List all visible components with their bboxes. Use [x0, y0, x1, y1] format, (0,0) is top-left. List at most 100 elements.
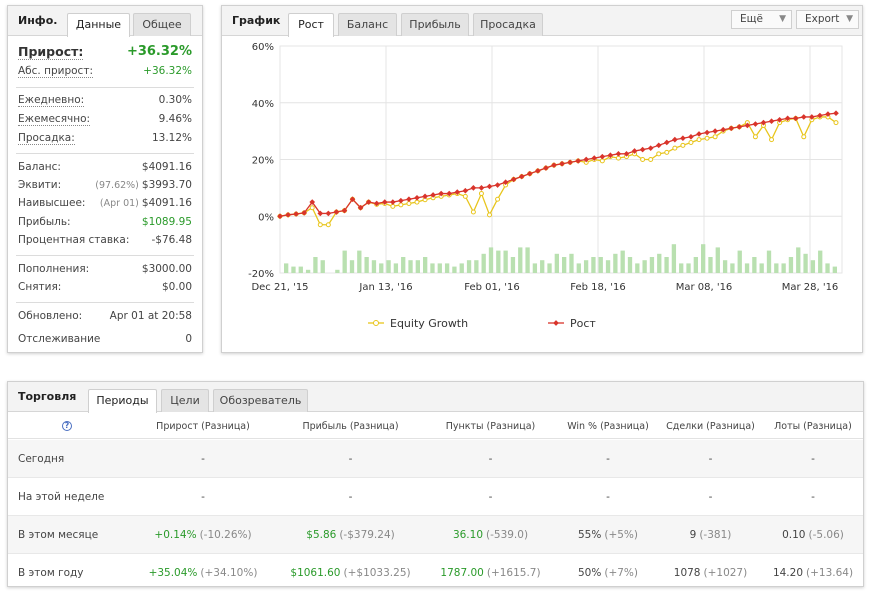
table-cell: 14.20 (+13.64) — [763, 567, 863, 579]
growth-point — [430, 192, 436, 198]
table-row: На этой неделе - - - - - - — [8, 478, 863, 516]
volume-bar — [503, 250, 508, 273]
equity-point — [664, 149, 670, 155]
table-row: В этом году +35.04% (+34.10%) $1061.60 (+$10… — [8, 554, 863, 591]
tab-data[interactable]: Данные — [67, 13, 130, 37]
table-cell: - — [278, 491, 423, 503]
growth-point — [736, 124, 743, 130]
cell-value: - — [606, 491, 610, 503]
volume-bar — [730, 263, 735, 273]
volume-bar — [627, 257, 633, 273]
growth-point — [607, 152, 614, 159]
table-cell: 50% (+7%) — [558, 567, 658, 579]
table-cell: 0.10 (-5.06) — [763, 529, 863, 541]
row-label: Сегодня — [18, 453, 65, 465]
volume-bar — [554, 253, 559, 273]
cell-diff: (+1027) — [703, 567, 748, 579]
info-title: Инфо. — [18, 14, 58, 27]
col-trades[interactable]: Сделки (Разница) — [666, 421, 755, 432]
cell-diff: (-381) — [699, 529, 732, 541]
equity-line — [279, 116, 837, 226]
withdrawals-label: Снятия: — [18, 281, 62, 293]
tab-general[interactable]: Общее — [133, 13, 191, 36]
volume-bar — [701, 244, 706, 273]
tab-profit[interactable]: Прибыль — [401, 13, 469, 36]
equity-point — [648, 157, 654, 162]
growth-point — [422, 193, 428, 200]
tab-periods[interactable]: Периоды — [88, 389, 157, 413]
table-cell: +35.04% (+34.10%) — [128, 567, 278, 579]
volume-bar — [459, 263, 464, 273]
tab-browser[interactable]: Обозреватель — [213, 389, 308, 412]
equity-point — [317, 222, 323, 228]
interest-value: -$76.48 — [151, 234, 192, 246]
growth-point — [398, 197, 404, 204]
monthly-value: 9.46% — [158, 113, 192, 125]
table-cell: - — [278, 453, 423, 465]
caret-down-icon: ▼ — [846, 14, 853, 24]
y-tick-label: 40% — [252, 99, 274, 110]
y-tick-label: 20% — [252, 156, 274, 167]
row-label: На этой неделе — [18, 491, 105, 503]
volume-bar — [664, 257, 669, 273]
volume-bar — [693, 257, 698, 273]
caret-down-icon: ▼ — [779, 14, 786, 24]
growth-point — [317, 210, 324, 217]
col-win[interactable]: Win % (Разница) — [567, 421, 649, 432]
growth-point — [655, 142, 662, 149]
growth-point — [647, 145, 654, 151]
volume-bar — [649, 257, 655, 273]
table-header: ? Прирост (Разница) Прибыль (Разница) Пу… — [8, 412, 863, 439]
tab-balance[interactable]: Баланс — [338, 13, 397, 36]
tracking-row: Отслеживание 0 — [18, 333, 192, 349]
col-gain[interactable]: Прирост (Разница) — [156, 421, 250, 432]
cell-value: 55% — [578, 529, 602, 541]
growth-point — [470, 185, 477, 191]
equity-point — [309, 205, 315, 211]
cell-value: 36.10 — [452, 529, 483, 541]
growth-point — [486, 183, 493, 190]
abs-gain-row: Абс. прирост: +36.32% — [18, 65, 192, 81]
volume-bar — [818, 250, 823, 273]
chart-title: График — [232, 14, 281, 27]
more-dropdown[interactable]: Ещё ▼ — [731, 10, 792, 29]
equity-point — [390, 203, 396, 209]
col-pips[interactable]: Пункты (Разница) — [445, 421, 536, 432]
volume-bar — [320, 260, 325, 273]
volume-bar — [364, 257, 369, 273]
equity-point — [615, 155, 621, 161]
volume-bar — [803, 253, 808, 273]
table-cell: 36.10 (-539.0) — [423, 529, 558, 541]
cell-value: - — [348, 453, 353, 465]
growth-point — [712, 128, 718, 134]
row-label: В этом месяце — [18, 529, 99, 541]
volume-bar — [342, 250, 347, 273]
more-label: Ещё — [740, 13, 763, 25]
cell-value: 0.10 — [782, 529, 806, 541]
updated-value: Apr 01 at 20:58 — [109, 310, 192, 322]
cell-diff: (+34.10%) — [200, 567, 258, 579]
legend-growth-marker — [553, 320, 559, 326]
volume-bar — [766, 250, 772, 273]
deposits-label: Пополнения: — [18, 263, 90, 275]
tab-growth[interactable]: Рост — [288, 13, 334, 37]
growth-point — [639, 146, 646, 153]
tab-goals[interactable]: Цели — [161, 389, 209, 412]
cell-value: $1061.60 — [290, 567, 341, 579]
tracking-label: Отслеживание — [18, 333, 101, 345]
x-tick-label: Mar 08, '16 — [676, 282, 733, 293]
cell-value: 1078 — [673, 567, 701, 579]
export-label: Export — [805, 13, 840, 25]
tab-drawdown[interactable]: Просадка — [473, 13, 543, 36]
growth-point — [478, 185, 485, 191]
volume-bar — [401, 257, 406, 273]
col-profit[interactable]: Прибыль (Разница) — [302, 421, 399, 432]
growth-point — [526, 170, 533, 177]
equity-point — [752, 134, 758, 140]
export-dropdown[interactable]: Export ▼ — [796, 10, 859, 29]
equity-point — [704, 135, 710, 141]
help-icon[interactable]: ? — [62, 420, 72, 431]
col-lots[interactable]: Лоты (Разница) — [774, 421, 852, 432]
x-tick-label: Feb 01, '16 — [464, 282, 519, 293]
balance-value: $4091.16 — [141, 161, 192, 173]
